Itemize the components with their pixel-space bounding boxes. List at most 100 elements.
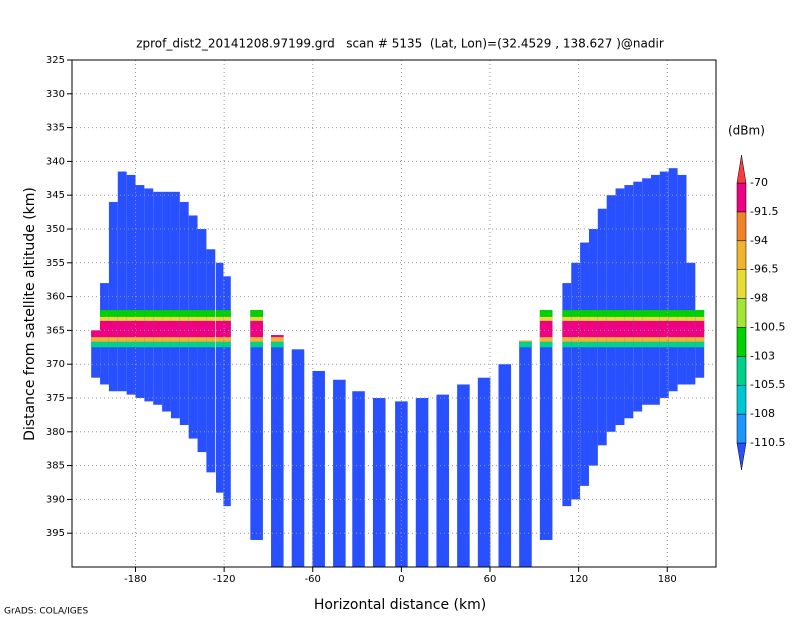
- profile-column: [668, 168, 678, 392]
- echo-band: [686, 337, 696, 342]
- echo-band: [271, 341, 284, 348]
- echo-band: [126, 337, 136, 342]
- echo-band: [539, 341, 553, 348]
- echo-band: [135, 316, 145, 321]
- echo-band: [206, 316, 216, 321]
- footer: GrADS: COLA/IGES: [4, 607, 88, 617]
- echo-band: [562, 316, 572, 321]
- echo-band: [100, 310, 109, 317]
- echo-band: [659, 337, 669, 342]
- echo-band: [170, 320, 180, 338]
- echo-band: [624, 316, 634, 321]
- echo-band: [677, 316, 687, 321]
- echo-band: [153, 337, 163, 342]
- colorbar-label: -70: [750, 176, 768, 189]
- echo-band: [562, 337, 572, 342]
- echo-band: [695, 316, 705, 321]
- echo-band: [571, 316, 581, 321]
- y-tick-label: 385: [46, 461, 65, 472]
- y-tick-label: 375: [46, 393, 65, 404]
- echo-band: [216, 337, 224, 342]
- echo-band: [216, 320, 224, 338]
- echo-band: [250, 337, 263, 342]
- echo-band: [606, 337, 616, 342]
- colorbar-box: [736, 327, 747, 357]
- profile-column: [162, 191, 171, 412]
- y-tick-label: 365: [46, 325, 65, 336]
- echo-band: [624, 310, 634, 317]
- echo-band: [686, 310, 696, 317]
- x-tick-label: 0: [398, 574, 404, 585]
- echo-band: [588, 341, 598, 348]
- echo-band: [571, 320, 581, 338]
- echo-band: [197, 310, 207, 317]
- echo-band: [562, 320, 572, 338]
- y-tick-label: 395: [46, 528, 65, 539]
- y-tick-label: 350: [46, 224, 65, 235]
- echo-band: [206, 310, 216, 317]
- profile-column: [651, 174, 660, 405]
- echo-band: [539, 316, 553, 321]
- echo-band: [144, 310, 154, 317]
- colorbar-box: [736, 182, 747, 213]
- profile-column: [677, 174, 687, 385]
- echo-band: [126, 310, 136, 317]
- profile-column: [108, 201, 118, 392]
- colorbar-label: -100.5: [750, 320, 785, 333]
- profile-column: [206, 249, 216, 473]
- echo-band: [117, 337, 127, 342]
- echo-band: [642, 341, 652, 348]
- echo-band: [642, 320, 652, 338]
- x-tick-label: -180: [124, 574, 147, 585]
- profile-column: [539, 310, 553, 540]
- colorbar-label: -96.5: [750, 263, 778, 276]
- echo-band: [153, 310, 163, 317]
- colorbar-label: -108: [750, 407, 775, 420]
- y-tick-label: 325: [46, 55, 65, 66]
- x-tick-label: 180: [658, 574, 677, 585]
- echo-band: [677, 320, 687, 338]
- echo-band: [606, 316, 616, 321]
- echo-band: [223, 320, 231, 338]
- echo-band: [216, 341, 224, 348]
- echo-band: [633, 320, 643, 338]
- profile-column: [153, 191, 163, 405]
- echo-band: [686, 341, 696, 348]
- profile-column: [271, 335, 284, 567]
- colorbar-label: (dBm): [728, 124, 765, 138]
- echo-band: [250, 341, 263, 348]
- echo-band: [91, 341, 101, 348]
- colorbar-label: -110.5: [750, 436, 785, 449]
- profile-column: [250, 310, 263, 540]
- echo-band: [633, 341, 643, 348]
- y-tick-label: 390: [46, 494, 65, 505]
- echo-band: [117, 316, 127, 321]
- echo-band: [135, 320, 145, 338]
- echo-band: [206, 341, 216, 348]
- echo-band: [588, 320, 598, 338]
- echo-band: [642, 337, 652, 342]
- profile-column: [571, 262, 581, 500]
- echo-band: [580, 310, 589, 317]
- echo-band: [642, 316, 652, 321]
- axes: -180 -120 -60 0 60 120 180 325 330 335 340 345 350 35…: [46, 55, 786, 585]
- x-tick-label: -120: [213, 574, 236, 585]
- echo-band: [170, 337, 180, 342]
- echo-band: [677, 341, 687, 348]
- profile-column: [415, 398, 429, 567]
- profile-column: [170, 191, 180, 419]
- echo-band: [223, 316, 231, 321]
- echo-band: [216, 310, 224, 317]
- profile-column: [436, 394, 450, 567]
- echo-band: [162, 341, 171, 348]
- echo-band: [651, 337, 660, 342]
- echo-band: [580, 337, 589, 342]
- echo-band: [606, 341, 616, 348]
- echo-band: [615, 341, 625, 348]
- echo-band: [108, 337, 118, 342]
- echo-band: [91, 337, 101, 342]
- echo-band: [642, 310, 652, 317]
- colorbar-box: [736, 240, 747, 270]
- echo-band: [519, 340, 532, 342]
- echo-band: [144, 320, 154, 338]
